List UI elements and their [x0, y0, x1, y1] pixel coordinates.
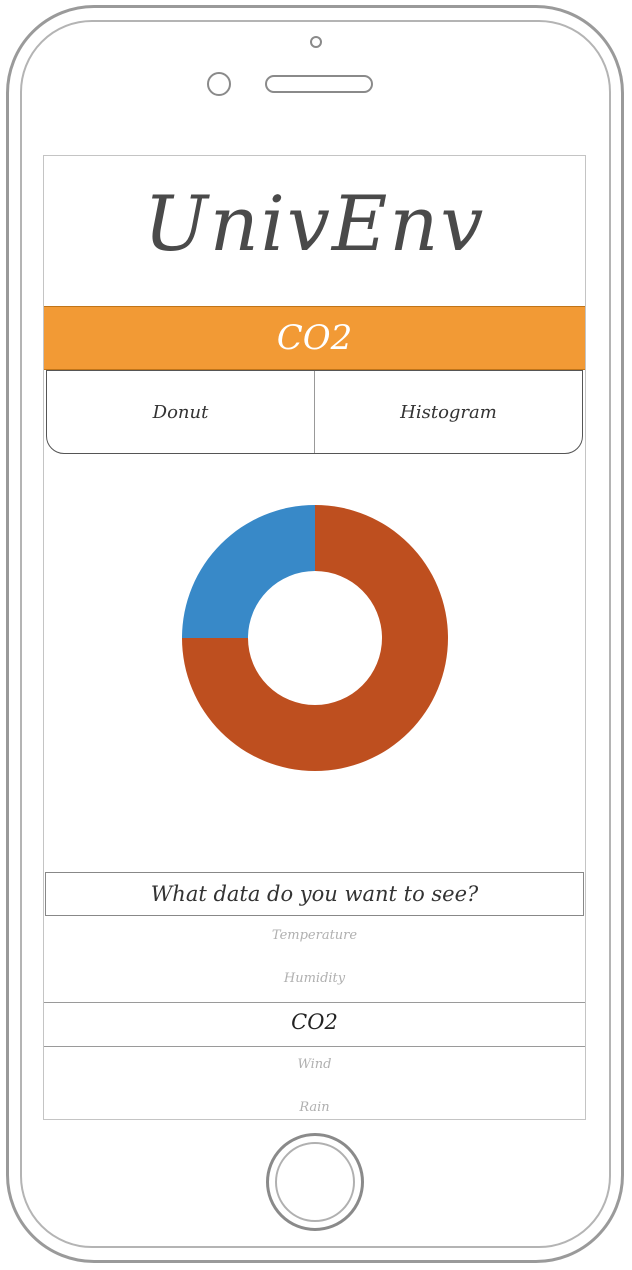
sensor-icon — [207, 72, 231, 96]
camera-icon — [310, 36, 322, 48]
speaker-icon — [265, 75, 373, 93]
picker-option-co2[interactable]: CO2 — [291, 1010, 338, 1034]
tab-donut[interactable]: Donut — [152, 401, 209, 423]
donut-chart — [182, 505, 448, 771]
tab-histogram[interactable]: Histogram — [314, 371, 582, 453]
donut-slice-0 — [182, 505, 448, 771]
app-title: UnivEnv — [143, 179, 486, 268]
picker-option-rain[interactable]: Rain — [299, 1100, 330, 1115]
app-screen: UnivEnv CO2 Donut Histogram What data do… — [43, 155, 586, 1120]
picker-option-wind[interactable]: Wind — [297, 1057, 332, 1072]
picker-selection-bottom-line — [44, 1046, 585, 1047]
picker-option-temperature[interactable]: Temperature — [271, 928, 358, 943]
data-picker-wheel[interactable]: Temperature Humidity CO2 Wind Rain — [44, 916, 585, 1119]
metric-banner-label: CO2 — [276, 318, 353, 358]
picker-selection-top-line — [44, 1002, 585, 1003]
home-button[interactable] — [266, 1133, 364, 1231]
donut-slice-1 — [182, 505, 315, 638]
metric-banner: CO2 — [44, 306, 585, 370]
picker-option-humidity[interactable]: Humidity — [283, 971, 346, 986]
data-picker-question: What data do you want to see? — [45, 872, 584, 916]
chart-type-tabs: Donut Histogram — [46, 370, 583, 454]
phone-bezel — [20, 20, 611, 1248]
